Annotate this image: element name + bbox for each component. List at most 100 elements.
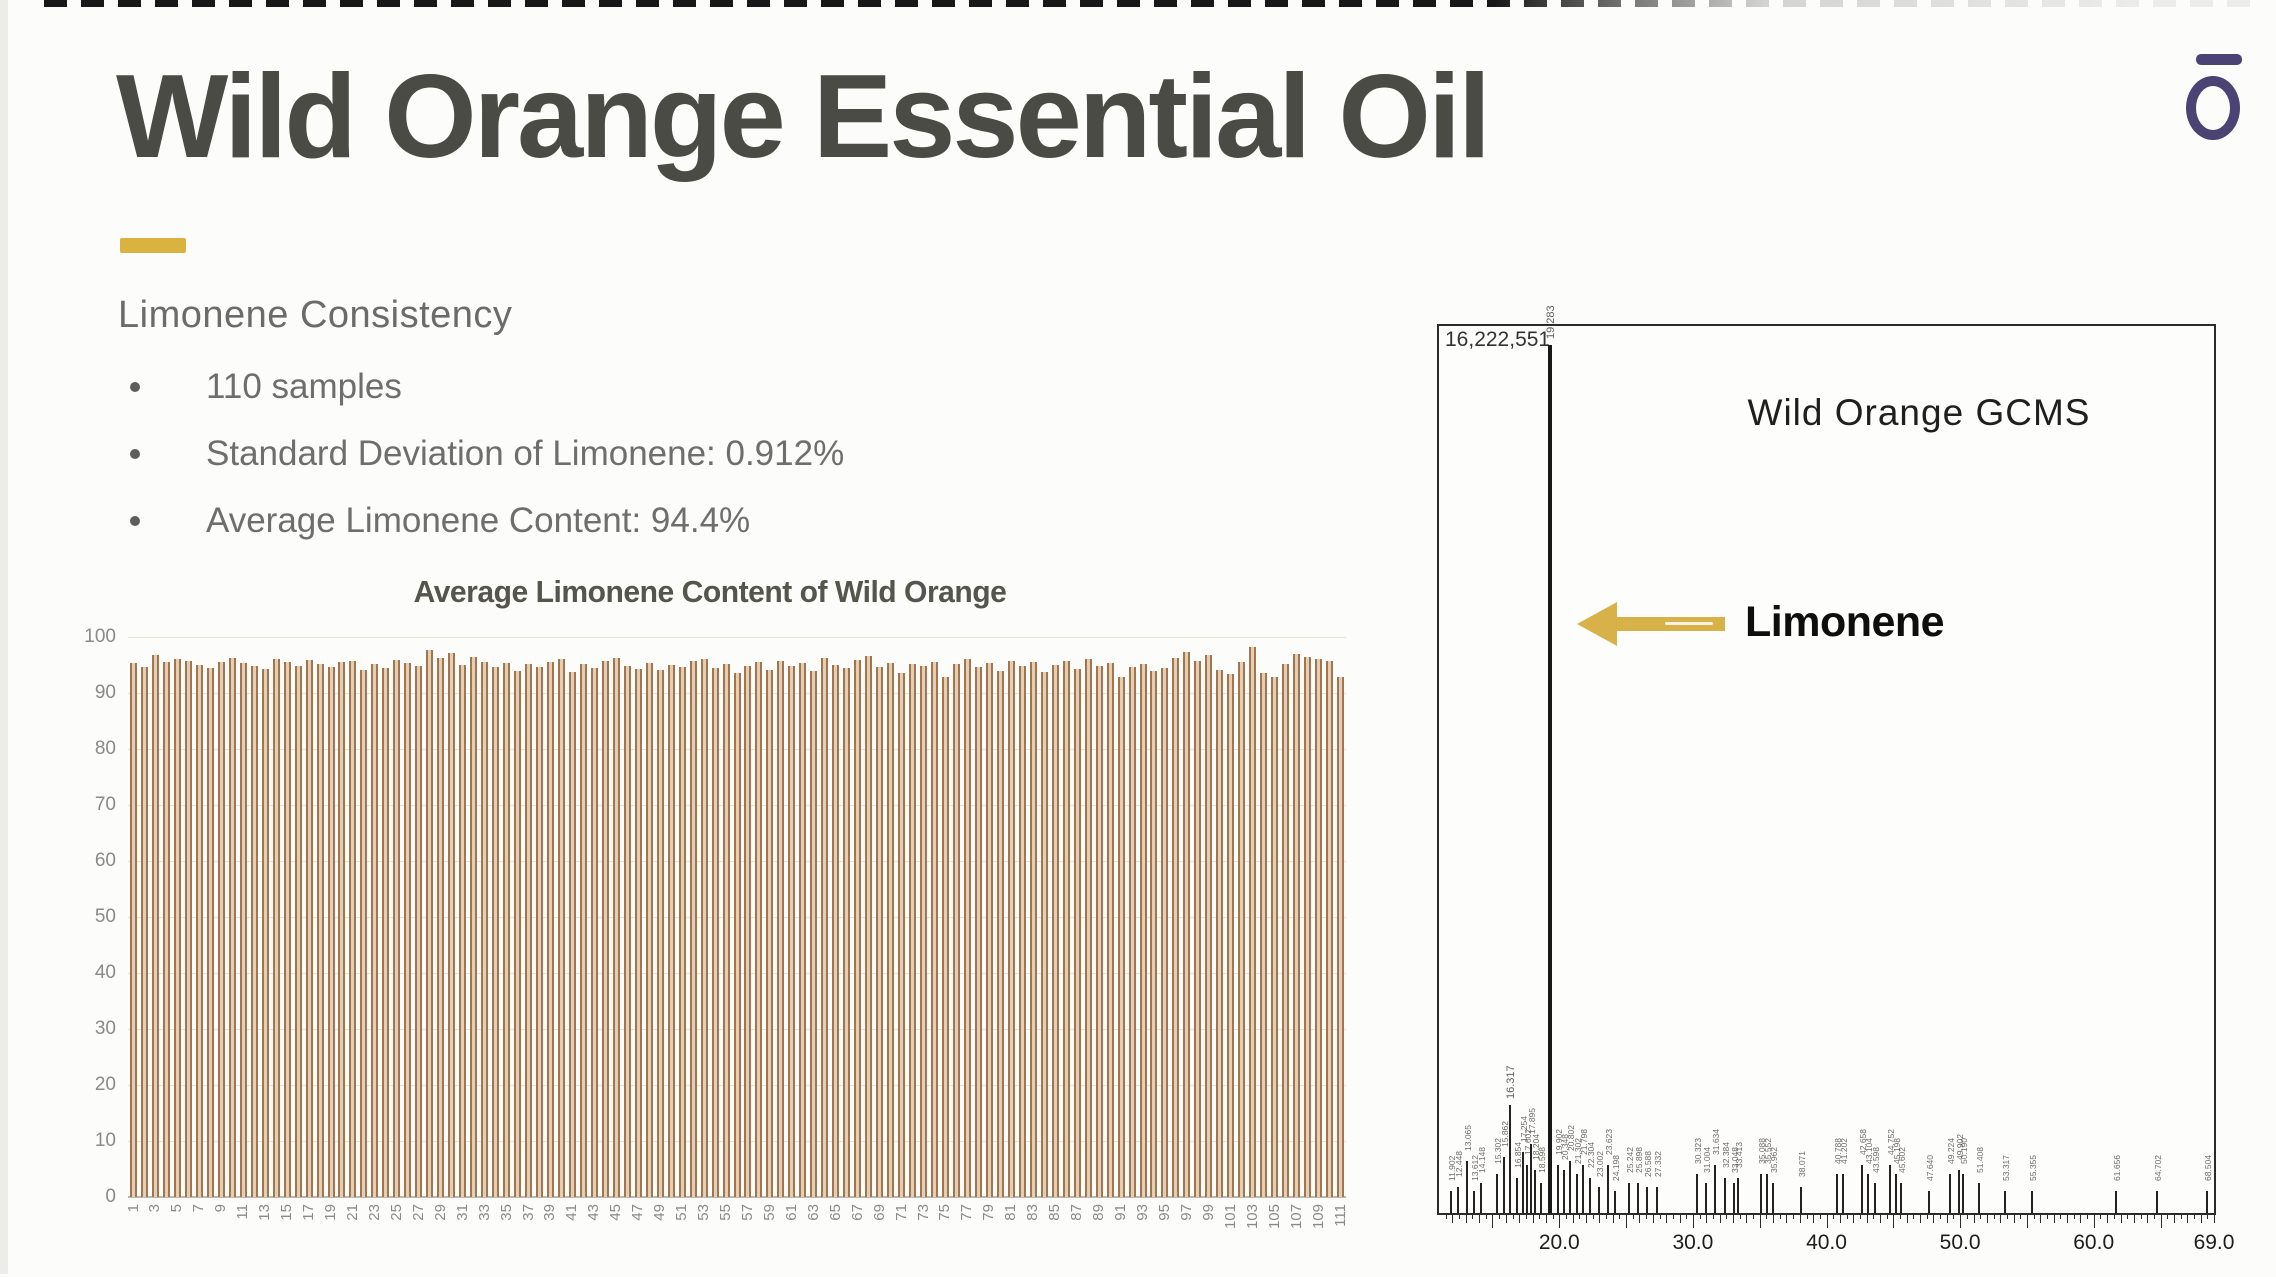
gcms-peak-label: 18.598 <box>1536 1146 1547 1173</box>
gcms-peak <box>1646 1187 1649 1213</box>
gcms-peak-label: 24.198 <box>1611 1155 1622 1182</box>
gcms-axis-tick <box>1686 1215 1688 1219</box>
gcms-axis-tick <box>2140 1215 2142 1219</box>
x-axis-tick-label: 45 <box>607 1204 625 1221</box>
bar <box>1117 677 1125 1197</box>
bar <box>1073 668 1081 1197</box>
bar <box>1293 654 1301 1197</box>
gcms-peak <box>1737 1178 1740 1213</box>
bar <box>437 657 445 1197</box>
x-axis-tick-label: 61 <box>782 1204 800 1221</box>
gcms-axis-tick <box>1545 1215 1547 1223</box>
gcms-peak <box>1472 1191 1475 1213</box>
bar <box>1315 659 1323 1197</box>
gcms-max-intensity-label: 16,222,551 <box>1445 328 1551 351</box>
bar <box>1249 647 1257 1197</box>
arrow-shine <box>1665 622 1713 625</box>
gcms-peak <box>1656 1187 1659 1213</box>
gcms-axis-tick <box>1873 1215 1875 1219</box>
gcms-axis-tick <box>2033 1215 2035 1219</box>
x-axis-tick-label: 49 <box>651 1204 669 1221</box>
x-axis-tick-label: 39 <box>541 1204 559 1221</box>
gcms-peak <box>1526 1165 1529 1213</box>
gcms-axis-tick <box>1786 1215 1788 1223</box>
gcms-axis-tick <box>1592 1215 1594 1219</box>
bar <box>162 661 170 1197</box>
gcms-axis-tick <box>1799 1215 1801 1223</box>
gcms-peak <box>1502 1156 1505 1213</box>
x-axis-tick-label: 23 <box>365 1204 383 1221</box>
gcms-axis-tick <box>1485 1215 1487 1219</box>
gcms-peak-label: 33.413 <box>1734 1142 1745 1169</box>
gcms-axis-tick <box>1739 1215 1741 1219</box>
gcms-axis-tick <box>2187 1215 2189 1223</box>
gcms-axis-tick <box>2087 1215 2089 1219</box>
bar <box>1172 657 1180 1197</box>
gcms-peak-label: 45.602 <box>1897 1146 1908 1173</box>
bar <box>700 658 708 1197</box>
gcms-axis-tick <box>1672 1215 1674 1219</box>
gcms-axis-tick <box>1886 1215 1888 1219</box>
bar <box>1304 657 1312 1197</box>
y-axis-tick-label: 90 <box>94 682 116 703</box>
x-axis-tick-label: 103 <box>1243 1204 1261 1230</box>
x-axis-tick-label: 7 <box>190 1204 208 1213</box>
x-axis-tick-label: 105 <box>1265 1204 1283 1230</box>
gcms-axis-tick <box>1445 1215 1447 1219</box>
bar <box>470 657 478 1197</box>
gcms-axis-tick <box>1552 1215 1554 1219</box>
bar <box>557 659 565 1197</box>
bar <box>612 658 620 1197</box>
gcms-peak <box>1465 1160 1468 1213</box>
bar <box>1337 677 1344 1197</box>
bar <box>865 656 873 1197</box>
bar <box>129 663 137 1197</box>
gcms-axis-tick <box>2020 1215 2022 1219</box>
bar <box>173 658 181 1197</box>
x-axis-tick-label: 31 <box>453 1204 471 1221</box>
bar <box>1161 667 1169 1197</box>
gcms-peak <box>1457 1187 1460 1213</box>
bar <box>272 658 280 1197</box>
x-axis-tick-label: 1 <box>124 1204 142 1213</box>
y-axis-tick-label: 50 <box>94 906 116 927</box>
bar <box>316 664 324 1197</box>
gcms-axis-tick <box>1465 1215 1467 1223</box>
bar <box>1205 654 1213 1197</box>
gcms-axis-tick <box>2080 1215 2082 1223</box>
bar <box>941 676 949 1197</box>
bar-chart-x-axis-line <box>128 1196 1346 1198</box>
gcms-peak-label: 50.190 <box>1958 1137 1969 1164</box>
gcms-axis-tick <box>1452 1215 1454 1223</box>
gcms-axis-tick-label: 69.0 <box>2193 1231 2235 1254</box>
bullet-item: 110 samples <box>120 364 844 410</box>
limonene-arrow-icon <box>1577 602 1727 646</box>
gcms-peak <box>2206 1191 2209 1213</box>
gcms-axis-tick <box>2026 1215 2028 1228</box>
bar <box>656 670 664 1197</box>
bar <box>766 669 774 1197</box>
gcms-peak <box>1495 1173 1498 1213</box>
gcms-axis-tick <box>2200 1215 2202 1223</box>
gcms-peak-label: 31.634 <box>1710 1129 1721 1156</box>
bar <box>1282 664 1290 1197</box>
gcms-axis-tick <box>1953 1215 1955 1219</box>
bar <box>1260 673 1268 1197</box>
gcms-axis-tick <box>1813 1215 1815 1223</box>
x-axis-tick-label: 83 <box>1024 1204 1042 1221</box>
bar <box>1194 660 1202 1197</box>
gcms-peak <box>1866 1173 1869 1213</box>
gcms-axis-tick-label: 60.0 <box>2073 1231 2115 1254</box>
bar <box>426 650 434 1197</box>
page-title: Wild Orange Essential Oil <box>116 50 1491 183</box>
gcms-peak <box>1696 1173 1699 1213</box>
bar <box>349 660 357 1197</box>
x-axis-tick-label: 95 <box>1155 1204 1173 1221</box>
gcms-axis-tick <box>2040 1215 2042 1223</box>
bar <box>360 669 368 1197</box>
gcms-peak <box>1836 1173 1839 1213</box>
gcms-peak <box>1589 1178 1591 1213</box>
bar <box>667 665 675 1197</box>
bar <box>788 666 796 1197</box>
gcms-axis-tick <box>1913 1215 1915 1219</box>
